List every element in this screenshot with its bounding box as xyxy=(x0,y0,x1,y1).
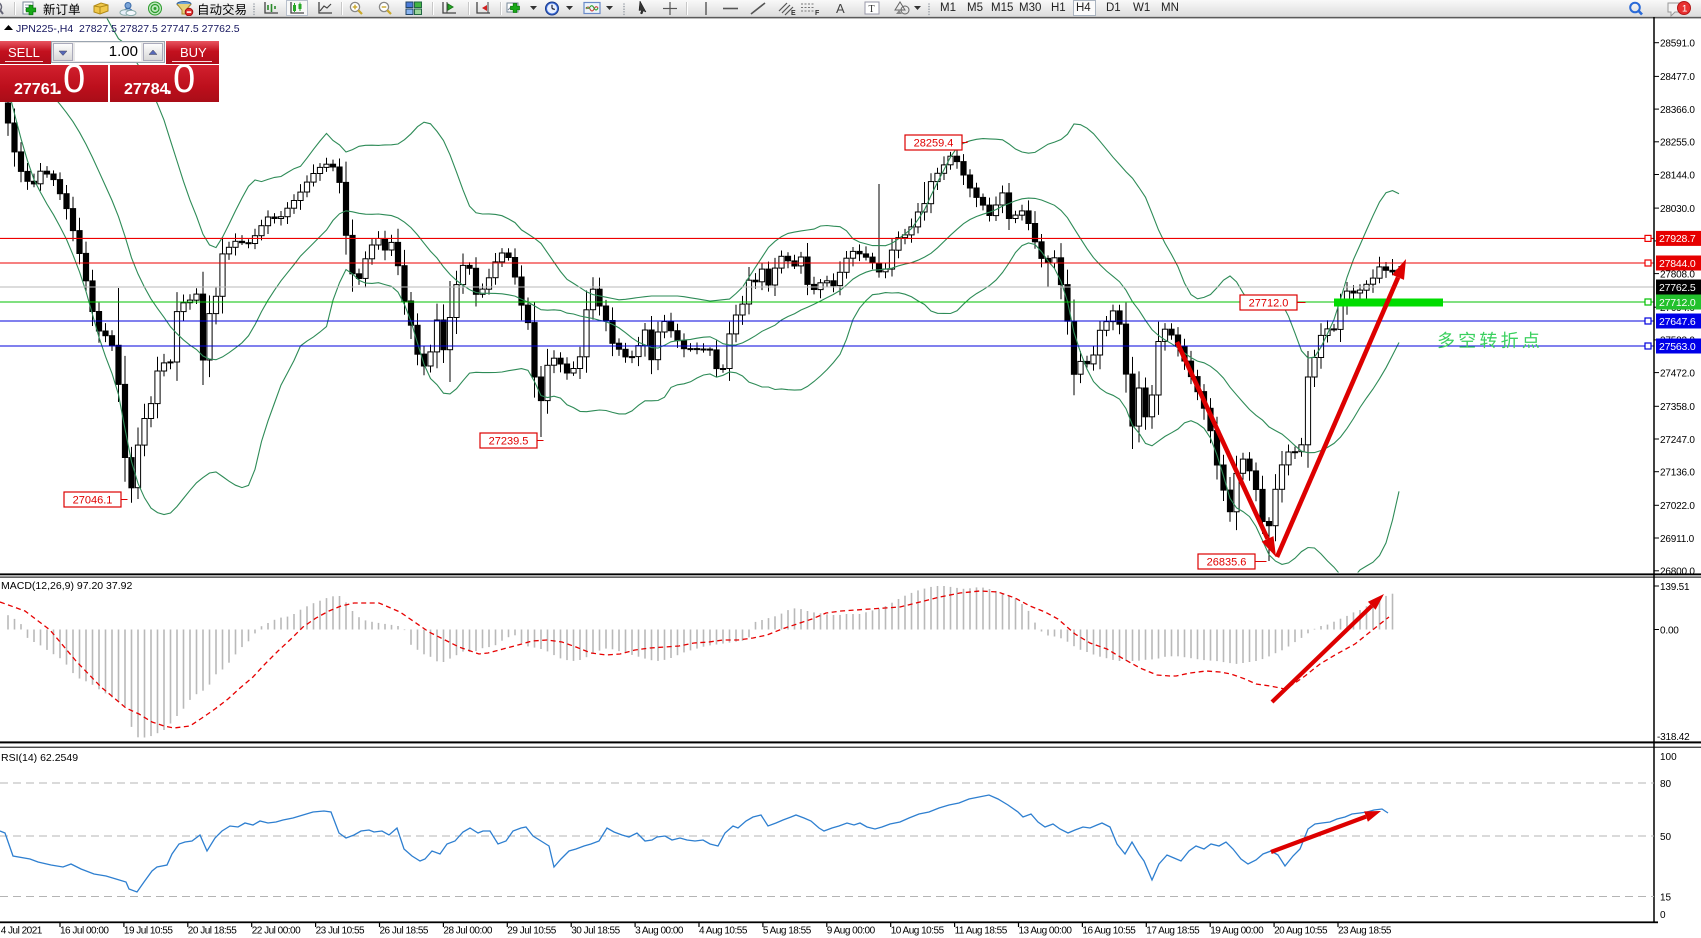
svg-text:3 Aug 00:00: 3 Aug 00:00 xyxy=(635,926,684,937)
svg-text:16 Jul 00:00: 16 Jul 00:00 xyxy=(60,926,109,937)
svg-text:27808.0: 27808.0 xyxy=(1660,269,1695,280)
svg-text:28477.0: 28477.0 xyxy=(1660,72,1695,83)
svg-text:28030.0: 28030.0 xyxy=(1660,204,1695,215)
svg-text:139.51: 139.51 xyxy=(1660,582,1690,593)
svg-text:28591.0: 28591.0 xyxy=(1660,39,1695,50)
svg-text:27247.0: 27247.0 xyxy=(1660,435,1695,446)
svg-text:27022.0: 27022.0 xyxy=(1660,501,1695,512)
svg-text:27239.5: 27239.5 xyxy=(489,435,529,447)
svg-text:-318.42: -318.42 xyxy=(1657,732,1690,743)
svg-text:28255.0: 28255.0 xyxy=(1660,138,1695,149)
svg-text:4 Jul 2021: 4 Jul 2021 xyxy=(1,926,43,937)
svg-text:27762.5: 27762.5 xyxy=(1659,282,1696,294)
svg-text:E: E xyxy=(791,10,796,16)
svg-text:23 Jul 10:55: 23 Jul 10:55 xyxy=(316,926,365,937)
svg-text:26800.0: 26800.0 xyxy=(1660,567,1695,578)
svg-text:26 Jul 18:55: 26 Jul 18:55 xyxy=(380,926,429,937)
svg-text:26835.6: 26835.6 xyxy=(1207,556,1247,568)
svg-text:F: F xyxy=(815,10,820,16)
svg-text:0.00: 0.00 xyxy=(1660,626,1679,637)
svg-text:13 Aug 00:00: 13 Aug 00:00 xyxy=(1019,926,1073,937)
svg-text:27928.7: 27928.7 xyxy=(1659,233,1696,245)
svg-text:28259.4: 28259.4 xyxy=(914,137,954,149)
svg-text:27358.0: 27358.0 xyxy=(1660,402,1695,413)
svg-text:27563.0: 27563.0 xyxy=(1659,341,1696,353)
svg-text:MACD(12,26,9) 97.20 37.92: MACD(12,26,9) 97.20 37.92 xyxy=(1,580,132,592)
svg-text:16 Aug 10:55: 16 Aug 10:55 xyxy=(1082,926,1136,937)
svg-text:20 Aug 10:55: 20 Aug 10:55 xyxy=(1274,926,1328,937)
svg-text:22 Jul 00:00: 22 Jul 00:00 xyxy=(252,926,301,937)
svg-text:RSI(14) 62.2549: RSI(14) 62.2549 xyxy=(1,752,78,764)
svg-text:9 Aug 00:00: 9 Aug 00:00 xyxy=(827,926,876,937)
svg-text:27472.0: 27472.0 xyxy=(1660,368,1695,379)
svg-text:4 Aug 10:55: 4 Aug 10:55 xyxy=(699,926,748,937)
svg-text:80: 80 xyxy=(1660,779,1672,790)
svg-text:10 Aug 10:55: 10 Aug 10:55 xyxy=(891,926,945,937)
svg-text:28144.0: 28144.0 xyxy=(1660,170,1695,181)
svg-text:28366.0: 28366.0 xyxy=(1660,105,1695,116)
svg-text:27712.0: 27712.0 xyxy=(1249,297,1289,309)
svg-text:20 Jul 18:55: 20 Jul 18:55 xyxy=(188,926,237,937)
svg-text:0: 0 xyxy=(1660,910,1666,921)
svg-text:50: 50 xyxy=(1660,832,1672,843)
svg-text:1: 1 xyxy=(1682,4,1687,15)
svg-text:T: T xyxy=(869,4,875,15)
svg-text:28 Jul 00:00: 28 Jul 00:00 xyxy=(443,926,492,937)
svg-text:23 Aug 18:55: 23 Aug 18:55 xyxy=(1338,926,1392,937)
svg-text:26911.0: 26911.0 xyxy=(1660,534,1695,545)
svg-text:100: 100 xyxy=(1660,752,1677,763)
svg-text:27647.6: 27647.6 xyxy=(1659,316,1696,328)
svg-text:17 Aug 18:55: 17 Aug 18:55 xyxy=(1146,926,1200,937)
svg-text:29 Jul 10:55: 29 Jul 10:55 xyxy=(507,926,556,937)
svg-text:30 Jul 18:55: 30 Jul 18:55 xyxy=(571,926,620,937)
svg-text:JPN225-,H4 27827.5 27827.5 27: JPN225-,H4 27827.5 27827.5 27747.5 27762… xyxy=(16,23,240,35)
svg-text:15: 15 xyxy=(1660,892,1672,903)
svg-text:27844.0: 27844.0 xyxy=(1659,258,1696,270)
svg-text:5 Aug 18:55: 5 Aug 18:55 xyxy=(763,926,812,937)
svg-text:27712.0: 27712.0 xyxy=(1659,297,1696,309)
svg-text:11 Aug 18:55: 11 Aug 18:55 xyxy=(955,926,1008,937)
svg-text:27136.0: 27136.0 xyxy=(1660,468,1695,479)
svg-text:19 Aug 00:00: 19 Aug 00:00 xyxy=(1210,926,1264,937)
svg-text:27046.1: 27046.1 xyxy=(73,494,113,506)
svg-text:19 Jul 10:55: 19 Jul 10:55 xyxy=(124,926,173,937)
